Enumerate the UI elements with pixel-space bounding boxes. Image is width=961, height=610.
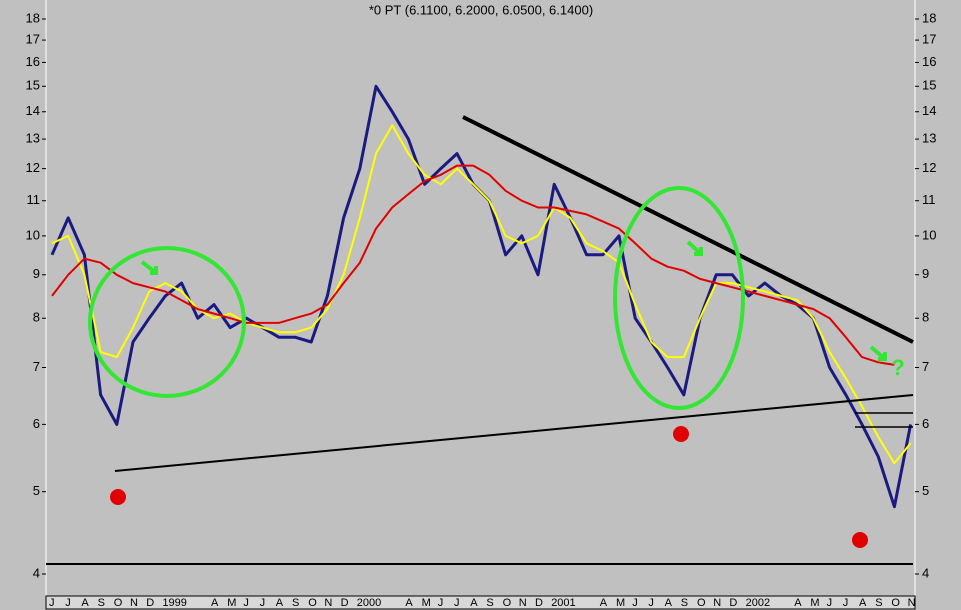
y-tick-label-right: 9 xyxy=(922,266,929,281)
y-tick-label: 17 xyxy=(26,32,40,47)
y-tick-label: 8 xyxy=(33,310,40,325)
x-tick-label: J xyxy=(632,597,638,609)
y-tick-label-right: 18 xyxy=(922,10,936,25)
x-tick-label: N xyxy=(908,597,916,609)
highlight-circle xyxy=(613,186,745,410)
x-tick-label: N xyxy=(130,597,138,609)
y-tick-label-right: 8 xyxy=(922,310,929,325)
x-tick-label: S xyxy=(681,597,688,609)
x-tick-label: J xyxy=(65,597,71,609)
annotations xyxy=(46,115,914,565)
annotation-question: ? xyxy=(891,355,904,380)
x-tick-label: M xyxy=(810,597,819,609)
x-tick-label: 2002 xyxy=(746,597,770,609)
x-tick-label: A xyxy=(81,597,89,609)
y-tick-label: 11 xyxy=(27,192,41,207)
y-tick-label: 6 xyxy=(33,416,40,431)
x-tick-label: M xyxy=(422,597,431,609)
x-tick-label: A xyxy=(276,597,284,609)
arrow xyxy=(686,240,703,256)
y-tick-label: 12 xyxy=(26,160,40,175)
x-tick-label: O xyxy=(697,597,706,609)
y-tick-label-right: 17 xyxy=(922,32,936,47)
x-tick-label: N xyxy=(324,597,332,609)
resistance-line xyxy=(462,115,914,344)
y-tick-label-right: 6 xyxy=(922,416,929,431)
x-tick-label: A xyxy=(470,597,478,609)
x-tick-label: J xyxy=(260,597,266,609)
bomb xyxy=(852,532,868,548)
x-tick-label: D xyxy=(535,597,543,609)
x-tick-label: 2000 xyxy=(357,597,381,609)
x-tick-label: 2001 xyxy=(551,597,575,609)
y-tick-label: 10 xyxy=(26,227,40,242)
x-axis-strip xyxy=(45,595,916,610)
series-line xyxy=(51,164,895,366)
y-tick-label-right: 13 xyxy=(922,131,936,146)
x-tick-label: M xyxy=(227,597,236,609)
arrow xyxy=(869,345,887,361)
x-tick-label: D xyxy=(341,597,349,609)
x-tick-label: J xyxy=(49,597,55,609)
x-tick-label: D xyxy=(729,597,737,609)
y-tick-label: 13 xyxy=(26,131,40,146)
y-tick-label: 14 xyxy=(26,103,40,118)
x-tick-label: S xyxy=(292,597,299,609)
x-tick-label: N xyxy=(519,597,527,609)
x-tick-label: 1999 xyxy=(162,597,186,609)
x-tick-label: O xyxy=(308,597,317,609)
x-tick-label: J xyxy=(454,597,460,609)
y-tick-label: 9 xyxy=(33,266,40,281)
x-tick-label: J xyxy=(827,597,833,609)
x-tick-label: A xyxy=(665,597,673,609)
x-tick-label: J xyxy=(243,597,249,609)
y-tick-label: 7 xyxy=(33,359,40,374)
y-tick-label-right: 15 xyxy=(922,78,936,93)
x-tick-label: A xyxy=(211,597,219,609)
y-tick-label-right: 10 xyxy=(922,227,936,242)
y-tick-label: 5 xyxy=(33,483,40,498)
y-tick-label-right: 4 xyxy=(922,565,929,580)
x-tick-label: O xyxy=(891,597,900,609)
y-tick-label-right: 11 xyxy=(922,192,936,207)
x-tick-label: A xyxy=(794,597,802,609)
highlight-circle xyxy=(88,246,246,398)
y-tick-label-right: 14 xyxy=(922,103,936,118)
x-tick-label: S xyxy=(875,597,882,609)
y-tick-label-right: 16 xyxy=(922,54,936,69)
y-tick-label: 4 xyxy=(33,565,40,580)
x-tick-label: D xyxy=(146,597,154,609)
bomb xyxy=(110,489,126,505)
x-tick-label: J xyxy=(438,597,444,609)
y-tick-label: 18 xyxy=(26,10,40,25)
trend-line xyxy=(114,394,914,472)
y-tick-label-right: 5 xyxy=(922,483,929,498)
x-tick-label: J xyxy=(648,597,654,609)
y-tick-label: 15 xyxy=(26,78,40,93)
x-tick-label: O xyxy=(114,597,123,609)
arrow xyxy=(140,260,158,275)
x-tick-label: S xyxy=(98,597,105,609)
x-tick-label: J xyxy=(843,597,849,609)
chart-title: *0 PT (6.1100, 6.2000, 6.0500, 6.1400) xyxy=(369,2,593,17)
x-tick-label: A xyxy=(859,597,867,609)
x-tick-label: O xyxy=(503,597,512,609)
y-tick-label-right: 7 xyxy=(922,359,929,374)
y-tick-label: 16 xyxy=(26,54,40,69)
bomb xyxy=(673,426,689,442)
x-tick-label: M xyxy=(616,597,625,609)
x-tick-label: A xyxy=(600,597,608,609)
x-tick-label: A xyxy=(405,597,413,609)
series-line xyxy=(51,124,912,465)
y-tick-label-right: 12 xyxy=(922,160,936,175)
x-tick-label: S xyxy=(486,597,493,609)
x-tick-label: N xyxy=(713,597,721,609)
